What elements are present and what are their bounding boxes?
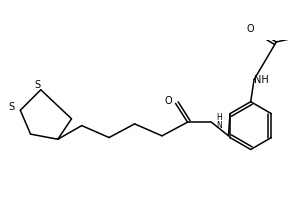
Text: S: S	[34, 80, 41, 90]
Text: O: O	[247, 24, 254, 34]
Text: O: O	[164, 96, 172, 106]
Text: S: S	[9, 102, 15, 112]
Text: H
N: H N	[216, 113, 222, 130]
Text: NH: NH	[254, 75, 269, 85]
